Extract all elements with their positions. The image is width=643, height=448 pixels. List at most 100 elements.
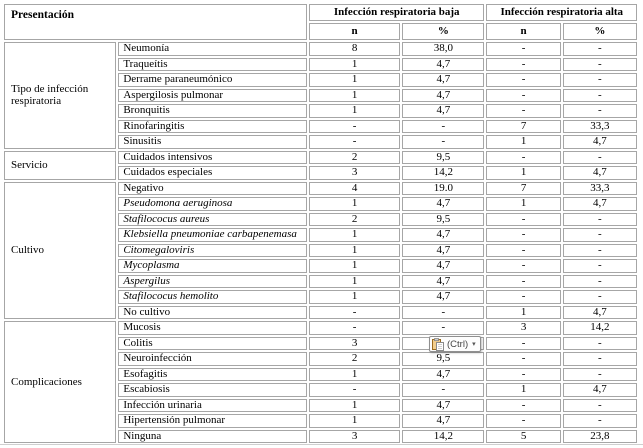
cell-neuroinfeccion-pct-baja: 9,5 [402, 352, 485, 366]
cell-no-cultivo-pct-baja: - [402, 305, 485, 319]
bottom-divider [0, 444, 643, 445]
cell-aspergilus-n-baja: 1 [308, 274, 401, 288]
row-label-citomegaloviris: Citomegaloviris [118, 243, 307, 257]
row-label-sinusitis: Sinusitis [118, 135, 307, 149]
cell-neumonia-pct-alta: - [562, 42, 637, 56]
cell-aspergilus-pct-baja: 4,7 [402, 274, 485, 288]
cell-mucosis-n-alta: 3 [486, 321, 561, 335]
clipboard-paste-icon [432, 337, 444, 351]
cell-rinofaringitis-n-alta: 7 [486, 119, 561, 133]
cell-ninguna-pct-alta: 23,8 [562, 429, 637, 443]
table-row: Bronquitis 1 4,7- - [4, 104, 637, 118]
table-row: Klebsiella pneumoniae carbapenemasa 1 4,7-… [4, 228, 637, 242]
cell-esofagitis-n-alta: - [486, 367, 561, 381]
cell-cuidados-especiales-pct-alta: 4,7 [562, 166, 637, 180]
cell-bronquitis-n-alta: - [486, 104, 561, 118]
cell-neumonia-pct-baja: 38,0 [402, 42, 485, 56]
header-n-alta: n [486, 23, 561, 40]
cell-hipertension-pulmonar-pct-alta: - [562, 414, 637, 428]
category-cell-complicaciones: Complicaciones [4, 321, 117, 443]
row-label-rinofaringitis: Rinofaringitis [118, 119, 307, 133]
cell-colitis-n-alta: - [486, 336, 561, 350]
cell-traqueitis-n-alta: - [486, 57, 561, 71]
cell-mycoplasma-n-alta: - [486, 259, 561, 273]
cell-neuroinfeccion-n-alta: - [486, 352, 561, 366]
cell-rinofaringitis-pct-baja: - [402, 119, 485, 133]
row-label-pseudomona-aeruginosa: Pseudomona aeruginosa [118, 197, 307, 211]
table-row: Ninguna 3 14,2 5 23,8 [4, 429, 637, 443]
row-label-infeccion-urinaria: Infección urinaria [118, 398, 307, 412]
table-row: Pseudomona aeruginosa 1 4,7 1 4,7 [4, 197, 637, 211]
cell-ninguna-n-baja: 3 [308, 429, 401, 443]
cell-sinusitis-pct-alta: 4,7 [562, 135, 637, 149]
row-label-stafilococus-aureus: Stafilococus aureus [118, 212, 307, 226]
row-label-neuroinfeccion: Neuroinfección [118, 352, 307, 366]
row-label-ninguna: Ninguna [118, 429, 307, 443]
cell-no-cultivo-n-baja: - [308, 305, 401, 319]
cell-pseudomona-aeruginosa-n-alta: 1 [486, 197, 561, 211]
table-row: Complicaciones Mucosis - -3 14,2 [4, 321, 637, 443]
cell-hipertension-pulmonar-n-baja: 1 [308, 414, 401, 428]
cell-escabiosis-n-baja: - [308, 383, 401, 397]
cell-aspergilosis-pulmonar-n-baja: 1 [308, 88, 401, 102]
cell-mucosis-n-baja: - [308, 321, 401, 335]
table-row: Tipo de infección respiratoria Neumonía 8 3… [4, 42, 637, 149]
row-label-aspergilus: Aspergilus [118, 274, 307, 288]
cell-stafilococus-hemolito-pct-baja: 4,7 [402, 290, 485, 304]
row-label-colitis: Colitis [118, 336, 307, 350]
cell-esofagitis-n-baja: 1 [308, 367, 401, 381]
paste-options-button[interactable]: (Ctrl) ▾ [429, 336, 481, 352]
cell-hipertension-pulmonar-n-alta: - [486, 414, 561, 428]
row-label-cuidados-especiales: Cuidados especiales [118, 166, 307, 180]
table-row: Escabiosis - -1 4,7 [4, 383, 637, 397]
cell-sinusitis-pct-baja: - [402, 135, 485, 149]
cell-mycoplasma-pct-baja: 4,7 [402, 259, 485, 273]
cell-derrame-paraneumonico-n-alta: - [486, 73, 561, 87]
cell-no-cultivo-n-alta: 1 [486, 305, 561, 319]
cell-stafilococus-aureus-pct-alta: - [562, 212, 637, 226]
cell-klebsiella-pneumoniae-carbapenemasa-n-alta: - [486, 228, 561, 242]
cell-pseudomona-aeruginosa-pct-baja: 4,7 [402, 197, 485, 211]
row-label-no-cultivo: No cultivo [118, 305, 307, 319]
table-row: Stafilococus hemolito 1 4,7- - [4, 290, 637, 304]
cell-mucosis-pct-baja: - [402, 321, 485, 335]
cell-citomegaloviris-n-baja: 1 [308, 243, 401, 257]
cell-cuidados-intensivos-pct-baja: 9,5 [402, 150, 485, 164]
table-row: Infección urinaria 1 4,7- - [4, 398, 637, 412]
table-row: Stafilococus aureus 2 9,5- - [4, 212, 637, 226]
row-label-esofagitis: Esofagitis [118, 367, 307, 381]
cell-sinusitis-n-baja: - [308, 135, 401, 149]
row-label-aspergilosis-pulmonar: Aspergilosis pulmonar [118, 88, 307, 102]
cell-colitis-n-baja: 3 [308, 336, 401, 350]
cell-hipertension-pulmonar-pct-baja: 4,7 [402, 414, 485, 428]
cell-aspergilosis-pulmonar-pct-baja: 4,7 [402, 88, 485, 102]
cell-stafilococus-hemolito-pct-alta: - [562, 290, 637, 304]
row-label-mycoplasma: Mycoplasma [118, 259, 307, 273]
cell-mycoplasma-pct-alta: - [562, 259, 637, 273]
cell-citomegaloviris-pct-baja: 4,7 [402, 243, 485, 257]
cell-stafilococus-aureus-pct-baja: 9,5 [402, 212, 485, 226]
header-row-measures: n % n % [4, 23, 637, 40]
cell-cuidados-especiales-n-baja: 3 [308, 166, 401, 180]
cell-klebsiella-pneumoniae-carbapenemasa-pct-baja: 4,7 [402, 228, 485, 242]
row-label-bronquitis: Bronquitis [118, 104, 307, 118]
cell-stafilococus-aureus-n-alta: - [486, 212, 561, 226]
cell-neuroinfeccion-n-baja: 2 [308, 352, 401, 366]
header-pct-baja: % [402, 23, 485, 40]
paste-options-label: (Ctrl) [447, 338, 469, 350]
cell-klebsiella-pneumoniae-carbapenemasa-n-baja: 1 [308, 228, 401, 242]
category-cell-cultivo: Cultivo [4, 181, 117, 319]
cell-cuidados-intensivos-n-alta: - [486, 150, 561, 164]
table-row: Neuroinfección 2 9,5- - [4, 352, 637, 366]
cell-aspergilosis-pulmonar-pct-alta: - [562, 88, 637, 102]
cell-bronquitis-pct-baja: 4,7 [402, 104, 485, 118]
cell-citomegaloviris-n-alta: - [486, 243, 561, 257]
header-row-groups: Presentación Infección respiratoria baja… [4, 4, 637, 40]
cell-neumonia-n-baja: 8 [308, 42, 401, 56]
cell-neuroinfeccion-pct-alta: - [562, 352, 637, 366]
cell-infeccion-urinaria-n-baja: 1 [308, 398, 401, 412]
row-label-stafilococus-hemolito: Stafilococus hemolito [118, 290, 307, 304]
cell-negativo-pct-alta: 33,3 [562, 181, 637, 195]
table-row: Cultivo Negativo 4 19.0 7 33,3 [4, 181, 637, 319]
header-n-baja: n [308, 23, 401, 40]
